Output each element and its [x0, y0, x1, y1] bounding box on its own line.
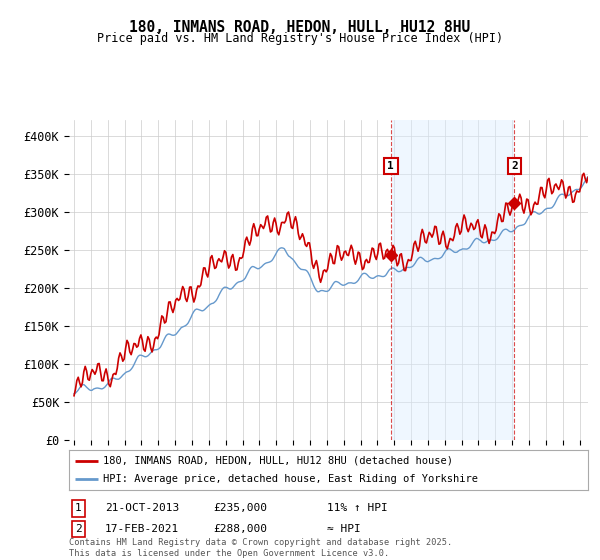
- Text: 180, INMANS ROAD, HEDON, HULL, HU12 8HU: 180, INMANS ROAD, HEDON, HULL, HU12 8HU: [130, 20, 470, 35]
- Text: 21-OCT-2013: 21-OCT-2013: [105, 503, 179, 514]
- Text: ≈ HPI: ≈ HPI: [327, 524, 361, 534]
- Text: 11% ↑ HPI: 11% ↑ HPI: [327, 503, 388, 514]
- Text: HPI: Average price, detached house, East Riding of Yorkshire: HPI: Average price, detached house, East…: [103, 474, 478, 484]
- Text: Contains HM Land Registry data © Crown copyright and database right 2025.
This d: Contains HM Land Registry data © Crown c…: [69, 538, 452, 558]
- Text: 17-FEB-2021: 17-FEB-2021: [105, 524, 179, 534]
- Text: 180, INMANS ROAD, HEDON, HULL, HU12 8HU (detached house): 180, INMANS ROAD, HEDON, HULL, HU12 8HU …: [103, 456, 453, 465]
- Text: 1: 1: [75, 503, 82, 514]
- Text: £235,000: £235,000: [213, 503, 267, 514]
- Text: 2: 2: [511, 161, 518, 171]
- Text: 2: 2: [75, 524, 82, 534]
- Text: £288,000: £288,000: [213, 524, 267, 534]
- Text: Price paid vs. HM Land Registry's House Price Index (HPI): Price paid vs. HM Land Registry's House …: [97, 32, 503, 45]
- Text: 1: 1: [388, 161, 394, 171]
